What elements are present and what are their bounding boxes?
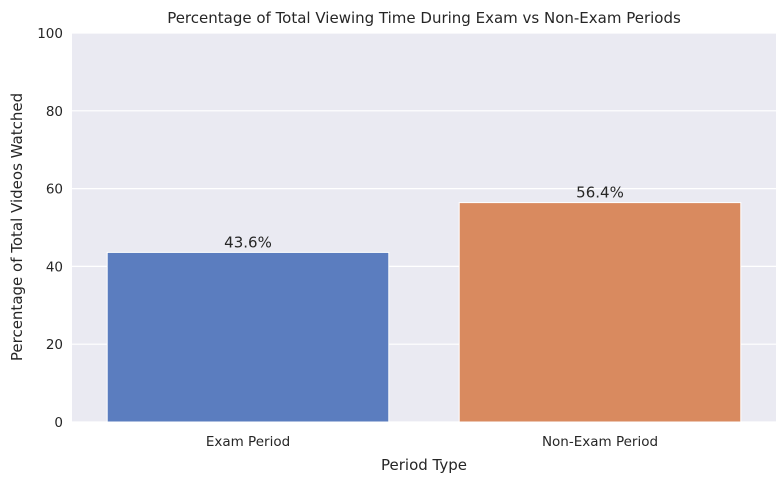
- bars: [106, 202, 742, 423]
- data-labels: 43.6% 56.4%: [224, 184, 624, 252]
- y-tick-label-3: 60: [46, 182, 63, 198]
- chart-title: Percentage of Total Viewing Time During …: [167, 9, 681, 27]
- bar-0: [106, 251, 390, 423]
- y-tick-label-0: 0: [54, 415, 63, 431]
- y-tick-label-4: 80: [46, 104, 63, 120]
- y-tick-label-5: 100: [37, 26, 63, 42]
- y-tick-labels: 0 20 40 60 80 100: [37, 26, 63, 431]
- x-tick-labels: Exam Period Non-Exam Period: [206, 434, 658, 450]
- bar-1: [458, 202, 742, 423]
- y-tick-label-2: 40: [46, 259, 63, 275]
- data-label-0: 43.6%: [224, 233, 272, 251]
- x-tick-label-1: Non-Exam Period: [542, 434, 658, 450]
- y-axis-label: Percentage of Total Videos Watched: [8, 93, 26, 361]
- x-tick-label-0: Exam Period: [206, 434, 290, 450]
- x-axis-label: Period Type: [381, 456, 467, 474]
- y-tick-label-1: 20: [46, 337, 63, 353]
- data-label-1: 56.4%: [576, 184, 624, 202]
